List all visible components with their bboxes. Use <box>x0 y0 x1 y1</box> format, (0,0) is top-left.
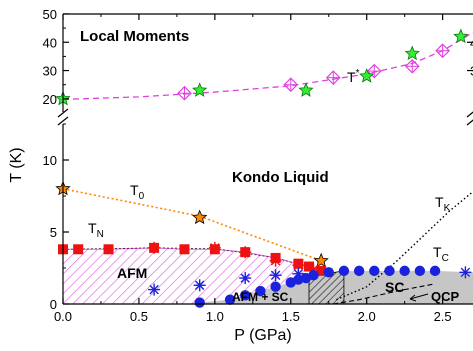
tk-label: TK <box>435 194 451 214</box>
t-star-diamond-marker <box>366 63 382 79</box>
y-tick-label: 10 <box>43 153 57 168</box>
t-star-green-star-marker <box>359 68 375 83</box>
afm-sc-label: AFM + SC <box>232 290 289 304</box>
qcp-arrow-head <box>409 294 417 302</box>
tc-asterisk-marker <box>269 269 282 282</box>
tc-circle-marker <box>429 265 441 277</box>
region-labels: Local Moments Kondo Liquid AFM AFM + SC SC QC… <box>80 28 460 304</box>
tc-label: TC <box>433 244 449 264</box>
axes: 0.0 0.5 1.0 1.5 2.0 2.5 0 5 10 20 30 40 50 30 40 <box>43 7 473 324</box>
t-star-diamond-marker <box>177 85 192 101</box>
tc-asterisk-marker <box>148 283 161 296</box>
t-star-green-star-marker <box>298 82 314 97</box>
t0-star-marker <box>192 209 208 225</box>
tn-square-marker <box>270 252 281 263</box>
tc-circle-marker <box>384 265 395 277</box>
tn-square-marker <box>209 244 220 255</box>
sc-label: SC <box>385 279 404 295</box>
tc-circle-marker <box>224 294 236 305</box>
tn-square-marker <box>179 244 190 255</box>
y-tick-label: 40 <box>43 35 57 50</box>
qcp-label: QCP <box>431 289 460 304</box>
tc-circle-marker <box>353 265 365 277</box>
y-right-tick-label: 40 <box>470 35 473 50</box>
tc-circle-marker <box>308 270 319 281</box>
local-moments-label: Local Moments <box>80 28 189 45</box>
kondo-liquid-label: Kondo Liquid <box>232 169 329 186</box>
tn-square-marker <box>304 261 314 272</box>
x-tick-label: 1.5 <box>282 309 300 324</box>
tc-circle-marker <box>270 281 281 292</box>
y-tick-label: 20 <box>43 92 57 107</box>
tc-circle-marker <box>338 265 350 277</box>
t0-label: T0 <box>130 182 145 202</box>
phase-regions <box>63 247 473 304</box>
tc-circle-marker <box>369 265 380 277</box>
tc-circle-marker <box>323 267 334 278</box>
tn-square-marker <box>149 242 160 253</box>
tc-asterisk-marker <box>459 266 472 279</box>
tn-square-marker <box>73 244 84 255</box>
tn-guide-line <box>63 247 322 272</box>
tn-square-marker <box>240 247 251 258</box>
x-tick-label: 0.0 <box>54 309 72 324</box>
x-tick-label: 2.5 <box>434 309 452 324</box>
tc-asterisk-marker <box>239 272 252 285</box>
x-tick-label: 2.0 <box>358 309 376 324</box>
tn-label: TN <box>88 220 104 240</box>
afm-label: AFM <box>117 265 147 281</box>
tn-square-marker <box>293 258 304 269</box>
t-star-diamond-marker <box>404 58 420 74</box>
t-star-green-star-marker <box>192 82 208 97</box>
t0-fit-line <box>63 188 322 262</box>
y-right-tick-label: 30 <box>470 64 473 79</box>
tn-square-marker <box>316 265 327 276</box>
t-star-green-star-marker <box>453 28 469 44</box>
tc-circle-marker <box>194 297 205 308</box>
x-axis-label: P (GPa) <box>234 327 292 344</box>
fit-curves <box>63 31 473 304</box>
tc-asterisk-marker <box>193 279 206 292</box>
y-tick-label: 30 <box>43 64 57 79</box>
t-star-diamond-marker <box>283 77 299 93</box>
t-star-label: T* <box>347 68 360 85</box>
left-axis-break <box>57 108 69 126</box>
t-star-diamond-marker <box>325 70 341 85</box>
t-star-green-star-marker <box>404 45 420 61</box>
right-axis-break <box>466 111 473 126</box>
tc-circle-marker <box>255 285 266 297</box>
y-tick-label: 0 <box>50 297 57 312</box>
sc-boundary-line <box>333 283 436 304</box>
y-axis-label: T (K) <box>8 147 25 182</box>
y-tick-label: 5 <box>50 225 57 240</box>
x-tick-label: 0.5 <box>130 309 148 324</box>
t0-star-marker <box>313 252 329 268</box>
tc-circle-marker <box>399 265 410 277</box>
y-tick-label: 50 <box>43 7 57 22</box>
tn-square-marker <box>103 244 114 255</box>
tc-circle-marker <box>240 290 251 301</box>
x-tick-label: 1.0 <box>206 309 224 324</box>
qcp-arrow <box>409 293 429 300</box>
tc-circle-marker <box>414 265 426 277</box>
t-star-diamond-marker <box>435 43 450 59</box>
